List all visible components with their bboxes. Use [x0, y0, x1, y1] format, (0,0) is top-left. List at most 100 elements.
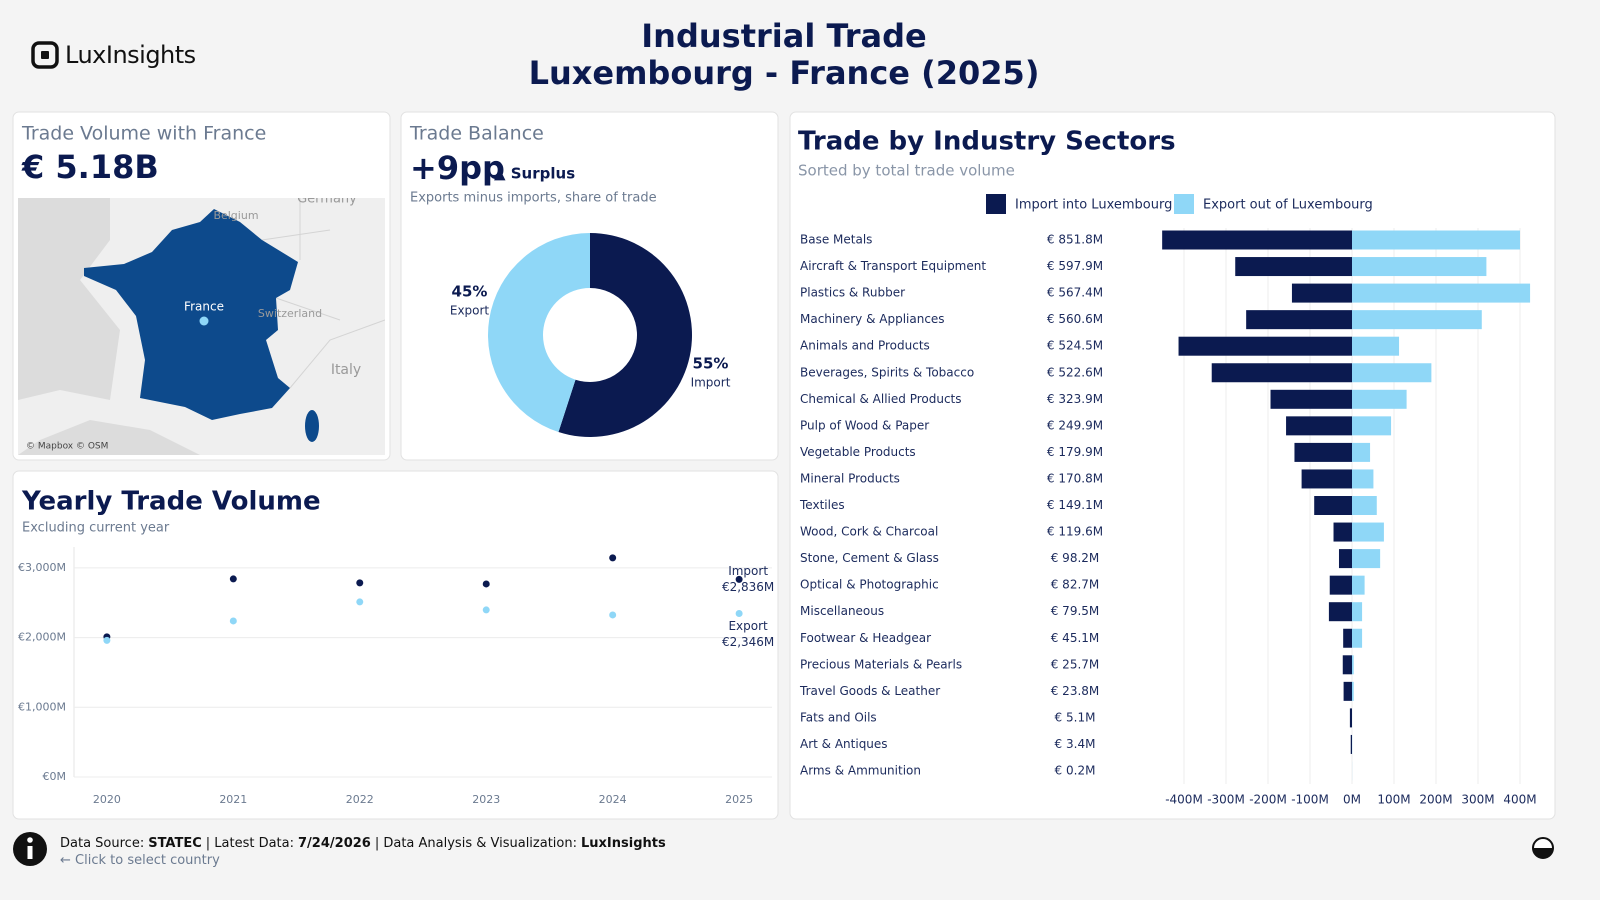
- map-marker[interactable]: [199, 316, 209, 326]
- total-label: € 149.1M: [1047, 498, 1103, 512]
- series-name-label: Import: [728, 564, 768, 578]
- bar: [1338, 549, 1352, 569]
- bar-panel: [789, 111, 1556, 820]
- bar: [1343, 628, 1352, 648]
- category-label: Optical & Photographic: [800, 578, 939, 592]
- y-tick-label: €1,000M: [18, 700, 66, 713]
- logo-icon: [31, 41, 59, 69]
- bar: [1352, 496, 1377, 515]
- footer-text: LuxInsights: [581, 836, 666, 851]
- bar: [1235, 257, 1352, 277]
- info-icon-bar: [27, 846, 33, 859]
- bar: [1328, 602, 1352, 622]
- series-point: [735, 609, 743, 617]
- series-point: [609, 611, 617, 619]
- map-corsica: [305, 410, 319, 442]
- series-point: [482, 606, 490, 614]
- line-panel: [12, 470, 779, 820]
- category-label: Chemical & Allied Products: [800, 392, 962, 406]
- bar: [1329, 575, 1352, 595]
- total-label: € 170.8M: [1047, 471, 1103, 485]
- x-tick-label: 2020: [93, 793, 121, 806]
- footer-text: | Data Analysis & Visualization:: [374, 836, 577, 851]
- bar: [1352, 575, 1365, 595]
- series-point: [735, 575, 743, 583]
- series-point: [482, 580, 490, 588]
- logo: LuxInsights: [65, 41, 196, 69]
- total-label: € 851.8M: [1047, 233, 1103, 247]
- total-label: € 25.7M: [1051, 657, 1100, 671]
- total-label: € 98.2M: [1051, 551, 1100, 565]
- category-label: Plastics & Rubber: [800, 286, 905, 300]
- bar: [1162, 230, 1352, 250]
- category-label: Precious Materials & Pearls: [800, 657, 962, 671]
- series-point: [356, 598, 364, 606]
- x-tick-label: 300M: [1461, 793, 1494, 807]
- category-label: Base Metals: [800, 233, 872, 247]
- map-place: Switzerland: [258, 307, 322, 320]
- category-label: Pulp of Wood & Paper: [800, 418, 929, 432]
- series-name-label: Export: [728, 619, 768, 633]
- kpi-badge: ▲ Surplus: [494, 165, 575, 183]
- total-label: € 45.1M: [1051, 631, 1100, 645]
- donut-value-label: 45%: [452, 282, 488, 300]
- x-tick-label: 2023: [472, 793, 500, 806]
- chart-title: Trade by Industry Sectors: [798, 127, 1176, 157]
- bar: [1291, 283, 1352, 303]
- total-label: € 560.6M: [1047, 312, 1103, 326]
- kpi-title: Trade Balance: [409, 123, 544, 145]
- total-label: € 3.4M: [1055, 737, 1096, 751]
- total-label: € 249.9M: [1047, 418, 1103, 432]
- chart-title: Yearly Trade Volume: [21, 487, 321, 517]
- series-point: [229, 575, 237, 583]
- donut-slice: [558, 233, 693, 438]
- donut-slice: [488, 233, 590, 433]
- legend-label: Import into Luxembourg: [1015, 198, 1172, 213]
- total-label: € 119.6M: [1047, 525, 1103, 539]
- total-label: € 522.6M: [1047, 365, 1103, 379]
- x-tick-label: 200M: [1419, 793, 1452, 807]
- footer: Data Source: STATEC | Latest Data: 7/24/…: [60, 836, 666, 868]
- bar: [1352, 416, 1392, 436]
- bar: [1352, 602, 1363, 622]
- bar: [1352, 336, 1400, 356]
- category-label: Aircraft & Transport Equipment: [800, 259, 986, 273]
- x-tick-label: -100M: [1291, 793, 1329, 807]
- map[interactable]: Germany Belgium Switzerland Italy France…: [18, 192, 385, 456]
- x-tick-label: 2024: [599, 793, 627, 806]
- footer-hint[interactable]: ← Click to select country: [60, 853, 220, 868]
- bar: [1333, 522, 1352, 542]
- bar: [1301, 469, 1352, 489]
- total-label: € 597.9M: [1047, 259, 1103, 273]
- series-value-label: €2,836M: [722, 580, 774, 594]
- x-tick-label: 2021: [219, 793, 247, 806]
- page-subtitle: Luxembourg - France (2025): [529, 54, 1040, 92]
- bar: [1352, 257, 1487, 277]
- bar: [1352, 522, 1384, 542]
- total-label: € 79.5M: [1051, 604, 1100, 618]
- footer-text: Data Source:: [60, 836, 145, 851]
- map-place: Germany: [297, 192, 357, 207]
- bar: [1352, 655, 1354, 675]
- map-attribution: © Mapbox © OSM: [26, 442, 108, 452]
- bar: [1352, 283, 1531, 303]
- bar: [1352, 230, 1520, 250]
- bar: [1314, 496, 1352, 515]
- total-label: € 323.9M: [1047, 392, 1103, 406]
- donut-value-label: 55%: [693, 355, 729, 373]
- bar: [1343, 681, 1352, 701]
- bar: [1342, 655, 1352, 675]
- x-tick-label: 400M: [1503, 793, 1536, 807]
- bar: [1352, 681, 1354, 701]
- bar: [1352, 469, 1374, 489]
- map-france[interactable]: [84, 209, 298, 420]
- y-tick-label: €2,000M: [18, 631, 66, 644]
- category-label: Beverages, Spirits & Tobacco: [800, 365, 974, 379]
- bar: [1352, 442, 1371, 462]
- bar: [1352, 549, 1381, 569]
- series-point: [229, 617, 237, 625]
- footer-text: 7/24/2026: [298, 836, 371, 851]
- bar: [1294, 442, 1352, 462]
- series-point: [356, 579, 364, 587]
- kpi-value: € 5.18B: [21, 148, 159, 186]
